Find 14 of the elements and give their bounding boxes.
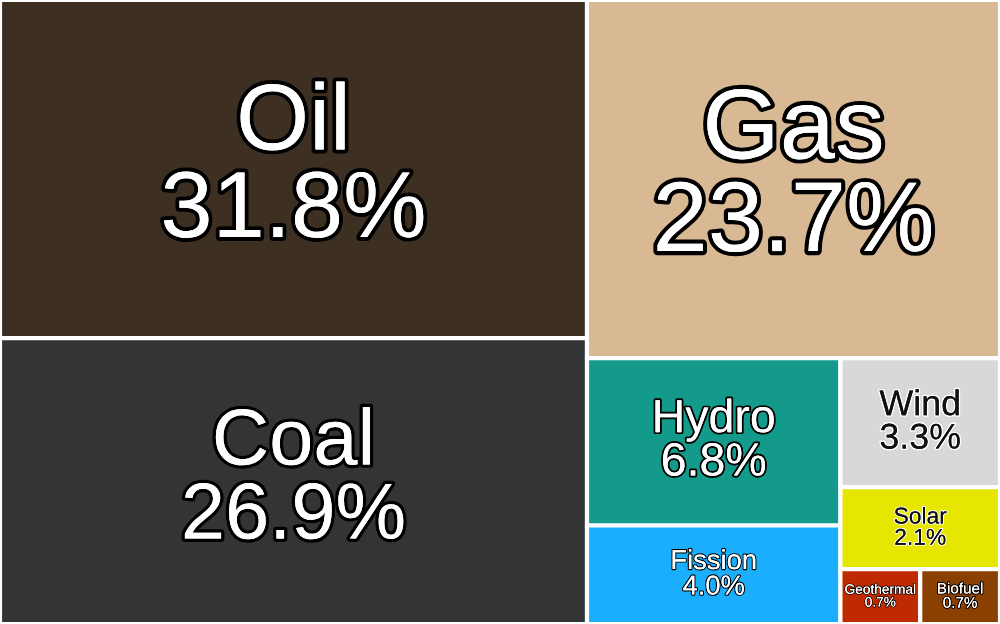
category-label: Hydro [655,398,774,442]
category-label: Wind [879,389,959,416]
category-label: Oil [240,81,345,151]
data-label: 23.7% [657,181,931,253]
category-label: Gas [707,88,882,160]
data-label: 31.8% [163,171,424,238]
data-label: 6.8% [663,443,766,476]
data-label: 26.9% [184,483,404,540]
category-label: Fission [672,549,756,570]
data-label: 3.3% [880,423,960,449]
category-label: Coal [215,406,370,466]
data-label: 2.1% [895,528,946,545]
data-label: 4.0% [683,575,744,595]
category-label: Solar [894,506,947,524]
